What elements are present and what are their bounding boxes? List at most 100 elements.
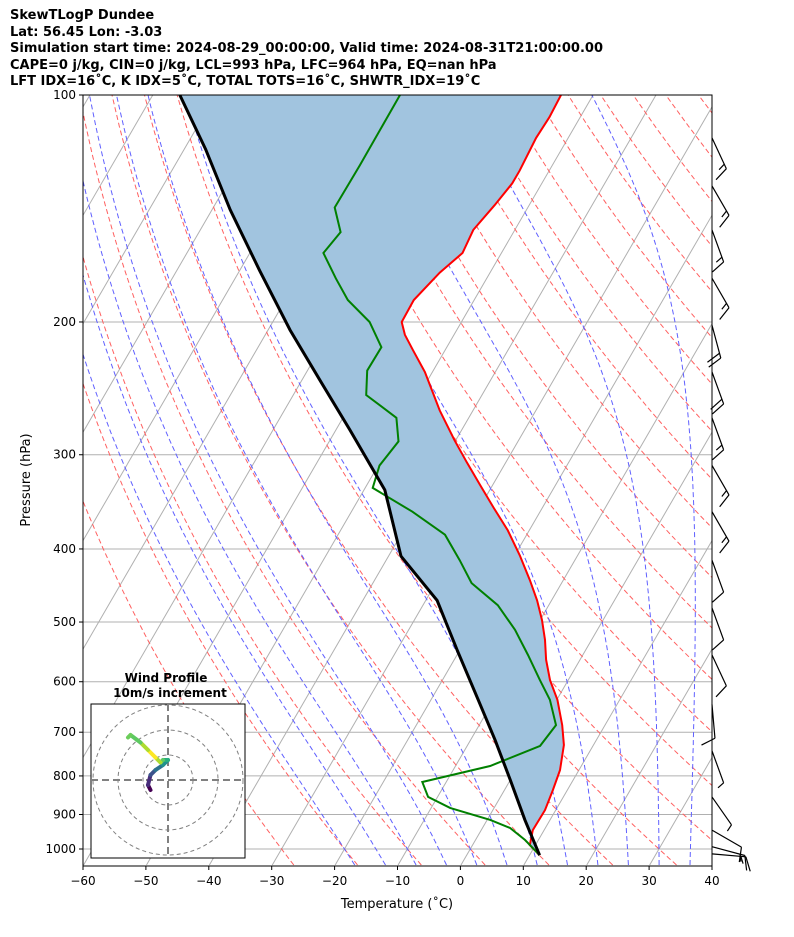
- moist-adiabat-line: [288, 95, 599, 866]
- x-tick-label: −20: [322, 874, 347, 888]
- x-tick-label: 0: [457, 874, 465, 888]
- isotherm-line: [271, 105, 712, 866]
- barb-feather: [719, 307, 730, 320]
- barb-staff: [711, 607, 725, 641]
- isotherm-line: [713, 95, 794, 865]
- barb-feather: [719, 214, 730, 228]
- indices-text-2: LFT IDX=16˚C, K IDX=5˚C, TOTAL TOTS=16˚C…: [10, 74, 481, 89]
- dry-adiabat-line: [600, 95, 712, 247]
- dry-adiabat-line: [567, 95, 712, 293]
- barb-feather: [711, 261, 725, 273]
- moist-adiabat-line: [591, 95, 696, 866]
- dry-adiabat-line: [241, 95, 712, 787]
- y-tick-label: 1000: [45, 842, 76, 856]
- barb-feather: [721, 302, 727, 310]
- dry-adiabat-line: [731, 95, 794, 865]
- barb-staff: [711, 465, 730, 496]
- barb-feather: [721, 536, 727, 544]
- barb-feather: [708, 357, 722, 368]
- barb-staff: [711, 853, 746, 858]
- barb-staff: [711, 560, 725, 593]
- isotherm-line: [83, 95, 217, 325]
- barb-staff: [711, 654, 727, 687]
- dry-adiabat-line: [372, 95, 712, 579]
- barb-feather: [717, 782, 725, 789]
- wind-barb: [711, 229, 725, 273]
- dry-adiabat-line: [665, 95, 712, 158]
- time-text: Simulation start time: 2024-08-29_00:00:…: [10, 41, 603, 56]
- barb-feather: [719, 494, 730, 508]
- wind-barb: [711, 853, 751, 872]
- wind-barb: [707, 325, 722, 368]
- barb-feather: [739, 854, 742, 862]
- dry-adiabat-line: [306, 95, 712, 681]
- dry-adiabat-line: [83, 254, 422, 866]
- barb-feather: [711, 591, 725, 603]
- barb-staff: [711, 704, 716, 739]
- hodograph-trace-segment: [126, 733, 133, 740]
- temperature-line: [400, 95, 565, 856]
- x-tick-label: −60: [70, 874, 95, 888]
- isotherm-line: [83, 95, 280, 434]
- barb-feather: [740, 856, 744, 864]
- dry-adiabat-line: [83, 499, 295, 866]
- indices-text-1: CAPE=0 j/kg, CIN=0 j/kg, LCL=993 hPa, LF…: [10, 57, 497, 73]
- moist-adiabat-line: [363, 95, 629, 866]
- barb-staff: [711, 229, 725, 263]
- barb-feather: [744, 855, 748, 871]
- isotherm-line: [334, 214, 712, 866]
- wind-barb: [711, 796, 733, 832]
- wind-barb: [710, 371, 725, 415]
- moist-adiabat-line: [461, 95, 660, 866]
- barb-feather: [721, 490, 727, 497]
- wind-barb: [711, 185, 730, 228]
- barb-feather: [701, 737, 716, 746]
- dry-adiabat-line: [111, 95, 550, 866]
- moist-adiabat-line: [89, 95, 447, 866]
- barb-staff: [711, 796, 732, 826]
- y-tick-label: 400: [53, 542, 76, 556]
- barb-staff: [711, 371, 725, 405]
- x-tick-label: 20: [579, 874, 594, 888]
- moist-adiabat-line: [721, 95, 748, 865]
- wind-barb: [711, 417, 725, 461]
- y-tick-label: 800: [53, 769, 76, 783]
- parcel-line: [178, 95, 541, 856]
- moist-adiabat-line: [83, 273, 386, 866]
- dry-adiabat-line: [339, 95, 712, 629]
- y-tick-label: 100: [53, 88, 76, 102]
- y-tick-label: 300: [53, 448, 76, 462]
- y-tick-label: 600: [53, 675, 76, 689]
- dewpoint-line: [322, 95, 558, 856]
- y-tick-label: 500: [53, 615, 76, 629]
- barb-staff: [711, 511, 730, 542]
- barb-staff: [711, 417, 725, 450]
- barb-feather: [715, 685, 727, 698]
- y-axis-label: Pressure (hPa): [19, 433, 34, 526]
- x-tick-label: −40: [196, 874, 221, 888]
- x-tick-label: −50: [133, 874, 158, 888]
- chart-header: SkewTLogP Dundee Lat: 56.45 Lon: -3.03 S…: [10, 8, 603, 91]
- wind-barb: [711, 511, 730, 554]
- wind-barb: [711, 750, 725, 789]
- y-tick-label: 900: [53, 807, 76, 821]
- dry-adiabat-line: [83, 109, 486, 866]
- x-tick-label: 40: [704, 874, 719, 888]
- y-tick-label: 700: [53, 725, 76, 739]
- dry-adiabat-line: [144, 95, 614, 866]
- x-tick-label: −30: [259, 874, 284, 888]
- isotherm-line: [586, 648, 712, 866]
- barb-feather: [711, 449, 725, 461]
- wind-barb: [711, 277, 730, 320]
- barb-feather: [726, 824, 733, 832]
- hodograph-subtitle: 10m/s increment: [113, 686, 227, 700]
- x-axis-label: Temperature (˚C): [340, 896, 453, 912]
- wind-barb: [711, 607, 725, 651]
- hodograph-trace-segment: [128, 733, 143, 745]
- barb-staff: [711, 750, 725, 783]
- dry-adiabat-line: [535, 95, 712, 339]
- barb-feather: [715, 256, 723, 263]
- dry-adiabat-line: [698, 95, 712, 114]
- barb-feather: [721, 210, 727, 218]
